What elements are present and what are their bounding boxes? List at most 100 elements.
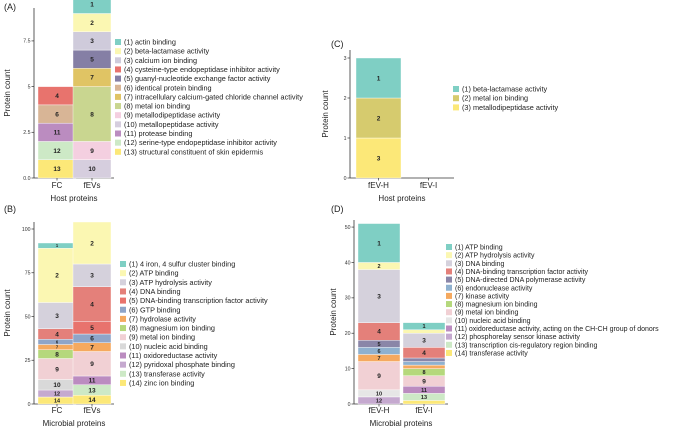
bar-segment-label: 3 bbox=[377, 155, 381, 162]
bar-segment-label: 6 bbox=[55, 111, 59, 118]
y-tick-label: 5 bbox=[28, 84, 31, 90]
bar-segment-label: 12 bbox=[53, 148, 61, 155]
legend-swatch bbox=[446, 309, 452, 315]
x-axis-label: Microbial proteins bbox=[370, 419, 433, 428]
x-tick-label: fEVs bbox=[84, 406, 101, 415]
panel-label: (B) bbox=[4, 204, 16, 214]
legend-swatch bbox=[446, 260, 452, 266]
legend-swatch bbox=[115, 94, 121, 100]
legend-entry: (8) magnesium ion binding bbox=[129, 324, 215, 333]
bar-segment-label: 3 bbox=[90, 38, 94, 45]
legend-swatch bbox=[446, 268, 452, 274]
bar-segment-label: 11 bbox=[89, 378, 96, 385]
y-tick-label: 0 bbox=[28, 402, 31, 408]
legend-swatch bbox=[115, 48, 121, 54]
bar-segment-label: 3 bbox=[377, 293, 381, 300]
legend: (1) actin binding(2) beta-lactamase acti… bbox=[115, 38, 303, 157]
bar-segment-label: 1 bbox=[377, 75, 381, 82]
bar-segment-label: 2 bbox=[377, 115, 381, 122]
panel-label: (C) bbox=[331, 39, 344, 49]
bar-segment-label: 10 bbox=[376, 391, 382, 397]
bar-segment-label: 9 bbox=[377, 373, 381, 380]
legend-entry: (4) cysteine-type endopeptidase inhibito… bbox=[124, 65, 280, 74]
bar-segment-label: 2 bbox=[55, 273, 59, 280]
legend-entry: (1) ATP binding bbox=[455, 245, 503, 252]
bar-segment-label: 8 bbox=[90, 111, 94, 118]
legend: (1) beta-lactamase activity(2) metal ion… bbox=[453, 85, 558, 112]
legend-swatch bbox=[115, 103, 121, 109]
y-tick-label: 0 bbox=[348, 402, 351, 408]
x-tick-label: FC bbox=[52, 406, 63, 415]
legend-entry: (13) structural constituent of skin epid… bbox=[124, 147, 263, 156]
bar-segment-label: 1 bbox=[422, 324, 425, 330]
bar-segment-label: 9 bbox=[422, 378, 426, 385]
legend-entry: (7) kinase activity bbox=[455, 293, 510, 300]
bar-segment-label: 8 bbox=[55, 351, 59, 358]
y-axis-label: Protein count bbox=[3, 69, 12, 117]
bar-segment-label: 12 bbox=[54, 391, 60, 397]
legend-entry: (12) serine-type endopeptidase inhibitor… bbox=[124, 138, 277, 147]
x-tick-label: fEV-I bbox=[415, 406, 432, 415]
legend-swatch bbox=[446, 317, 452, 323]
legend-entry: (14) transferase activity bbox=[455, 350, 528, 357]
bar-segment-label: 10 bbox=[88, 166, 96, 173]
legend-swatch bbox=[446, 285, 452, 291]
legend-swatch bbox=[120, 316, 126, 322]
legend-swatch bbox=[115, 57, 121, 63]
legend-entry: (11) oxidoreductase activity, acting on … bbox=[455, 326, 659, 333]
x-tick-label: fEV-H bbox=[368, 181, 389, 190]
y-tick-label: 1 bbox=[344, 136, 347, 142]
legend-entry: (9) metal ion binding bbox=[455, 310, 519, 317]
legend-entry: (5) guanyl-nucleotide exchange factor ac… bbox=[124, 74, 271, 83]
bar-segment-label: 14 bbox=[88, 397, 96, 404]
legend-swatch bbox=[446, 301, 452, 307]
legend-entry: (11) protease binding bbox=[124, 129, 192, 138]
bar-segment-label: 4 bbox=[55, 93, 59, 100]
bar-segment-label: 3 bbox=[90, 273, 94, 280]
bar-segment bbox=[403, 358, 445, 362]
bar-segment-label: 13 bbox=[88, 387, 96, 394]
legend-swatch bbox=[120, 334, 126, 340]
legend-entry: (3) metallodipeptidase activity bbox=[462, 103, 558, 112]
legend-entry: (4) DNA binding bbox=[129, 287, 181, 296]
bar-segment-label: 4 bbox=[422, 350, 426, 357]
legend-entry: (2) metal ion binding bbox=[462, 94, 528, 103]
legend-swatch bbox=[115, 39, 121, 45]
legend-swatch bbox=[453, 86, 459, 92]
legend-entry: (9) metallodipeptidase activity bbox=[124, 111, 220, 120]
y-tick-label: 40 bbox=[345, 260, 351, 266]
legend-swatch bbox=[120, 279, 126, 285]
legend-entry: (10) nucleic acid binding bbox=[129, 342, 208, 351]
legend-entry: (2) ATP hydrolysis activity bbox=[455, 253, 535, 260]
bar-segment-label: 10 bbox=[53, 382, 61, 389]
legend-entry: (12) pyridoxal phosphate binding bbox=[129, 360, 235, 369]
y-tick-label: 2.5 bbox=[23, 130, 30, 136]
x-axis-label: Host proteins bbox=[50, 194, 97, 203]
bar-segment-label: 3 bbox=[55, 313, 59, 320]
legend-entry: (2) ATP binding bbox=[129, 269, 179, 278]
bar-segment-label: 4 bbox=[90, 302, 94, 309]
chart-panel-c: (C) 0 1 2 3 Protein count 3 2 1 fEV-H fEV-I Host pr… bbox=[321, 39, 558, 203]
legend-swatch bbox=[115, 131, 121, 137]
legend-swatch bbox=[120, 343, 126, 349]
bar-segment-label: 4 bbox=[55, 331, 59, 338]
bar-segment-label: 5 bbox=[90, 325, 94, 332]
legend-swatch bbox=[446, 252, 452, 258]
legend-swatch bbox=[446, 277, 452, 283]
bar-segment-label: 1 bbox=[377, 240, 381, 247]
bar-segment-label: 9 bbox=[55, 366, 59, 373]
y-tick-label: 0 bbox=[344, 176, 347, 182]
y-tick-label: 75 bbox=[25, 271, 31, 277]
legend: (1) ATP binding(2) ATP hydrolysis activi… bbox=[446, 244, 659, 357]
legend-entry: (9) metal ion binding bbox=[129, 333, 195, 342]
bar-segment bbox=[403, 400, 445, 404]
y-tick-label: 20 bbox=[345, 331, 351, 337]
legend-entry: (10) nucleic acid binding bbox=[455, 318, 531, 325]
bar-segment-label: 3 bbox=[422, 338, 426, 345]
legend-entry: (13) transcription cis-regulatory region… bbox=[455, 342, 598, 349]
legend-entry: (12) phosphorelay sensor kinase activity bbox=[455, 334, 580, 341]
legend-entry: (1) actin binding bbox=[124, 38, 176, 47]
legend-swatch bbox=[120, 270, 126, 276]
bar-segment-label: 13 bbox=[421, 395, 427, 401]
